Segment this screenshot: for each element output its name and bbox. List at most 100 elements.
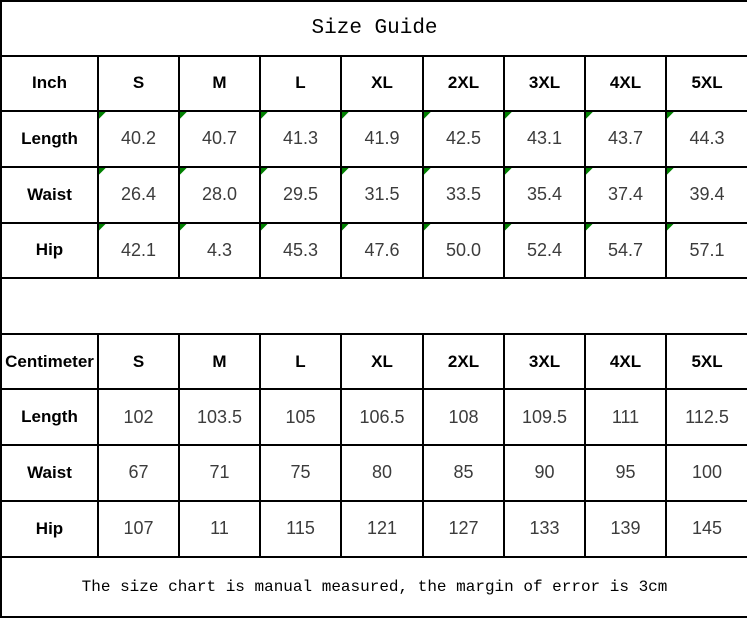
size-value-cell: 102 <box>97 388 180 447</box>
size-value-cell: 50.0 <box>422 221 505 280</box>
comment-marker-icon <box>343 224 349 231</box>
row-label: Waist <box>0 444 99 502</box>
inch-header-row: Inch S M L XL 2XL 3XL 4XL 5XL <box>0 54 747 112</box>
size-value-cell: 107 <box>97 499 180 558</box>
size-value-cell: 100 <box>664 444 747 502</box>
size-value-cell: 71 <box>178 444 261 502</box>
size-value: 106.5 <box>359 406 405 427</box>
size-value-cell: 40.7 <box>178 109 261 168</box>
size-value: 44.3 <box>689 128 725 149</box>
size-value-cell: 33.5 <box>422 165 505 224</box>
size-col-header-m: M <box>178 54 261 112</box>
size-col-header-xl: XL <box>340 54 424 112</box>
spacer-row <box>0 277 747 336</box>
comment-marker-icon <box>100 112 106 119</box>
size-value: 40.2 <box>120 128 157 149</box>
size-value-cell: 54.7 <box>584 221 667 280</box>
comment-marker-icon <box>668 112 674 119</box>
size-value-cell: 26.4 <box>97 165 180 224</box>
inch-waist-row: Waist 26.4 28.0 29.5 31.5 33.5 35.4 37.4… <box>0 165 747 224</box>
size-col-header-xl: XL <box>340 333 424 391</box>
size-value-cell: 11 <box>178 499 261 558</box>
size-value: 107 <box>123 518 154 539</box>
comment-marker-icon <box>587 112 593 119</box>
cm-waist-row: Waist 67 71 75 80 85 90 95 100 <box>0 444 747 502</box>
cm-hip-row: Hip 107 11 115 121 127 133 139 145 <box>0 499 747 558</box>
size-value: 85 <box>453 462 474 483</box>
comment-marker-icon <box>262 112 268 119</box>
size-value: 127 <box>448 518 479 539</box>
size-value-cell: 35.4 <box>503 165 586 224</box>
size-value: 109.5 <box>521 406 568 427</box>
size-value: 35.4 <box>526 184 563 205</box>
size-value-cell: 43.7 <box>584 109 667 168</box>
comment-marker-icon <box>100 168 106 175</box>
size-value: 115 <box>286 518 315 539</box>
size-value: 4.3 <box>206 239 233 260</box>
size-value-cell: 115 <box>259 499 342 558</box>
size-value-cell: 41.3 <box>259 109 342 168</box>
size-value-cell: 29.5 <box>259 165 342 224</box>
size-value: 50.0 <box>445 239 482 260</box>
inch-length-row: Length 40.2 40.7 41.3 41.9 42.5 43.1 43.… <box>0 109 747 168</box>
size-value: 28.0 <box>201 184 238 205</box>
size-value-cell: 40.2 <box>97 109 180 168</box>
row-label: Length <box>0 388 99 447</box>
size-value: 133 <box>529 518 560 539</box>
size-value-cell: 105 <box>259 388 342 447</box>
size-value: 80 <box>371 462 393 483</box>
comment-marker-icon <box>506 112 512 119</box>
comment-marker-icon <box>506 224 512 231</box>
comment-marker-icon <box>668 224 674 231</box>
size-value: 121 <box>366 518 398 539</box>
size-col-header-3xl: 3XL <box>503 54 586 112</box>
footer-row: The size chart is manual measured, the m… <box>0 555 747 618</box>
size-col-header-2xl: 2XL <box>422 54 505 112</box>
comment-marker-icon <box>425 224 431 231</box>
size-col-header-5xl: 5XL <box>664 54 747 112</box>
comment-marker-icon <box>506 168 512 175</box>
size-value: 108 <box>448 406 479 427</box>
size-col-header-m: M <box>178 333 261 391</box>
size-value: 103.5 <box>196 406 243 427</box>
size-value: 112.5 <box>685 406 729 427</box>
size-value-cell: 75 <box>259 444 342 502</box>
comment-marker-icon <box>262 168 268 175</box>
comment-marker-icon <box>343 112 349 119</box>
comment-marker-icon <box>587 168 593 175</box>
cm-unit-header: Centimeter <box>0 333 99 391</box>
size-value: 67 <box>128 462 149 483</box>
size-value: 43.7 <box>607 128 644 149</box>
size-value: 111 <box>611 406 640 427</box>
size-value: 42.5 <box>445 128 482 149</box>
size-value-cell: 145 <box>664 499 747 558</box>
size-value: 95 <box>615 462 636 483</box>
size-value-cell: 31.5 <box>340 165 424 224</box>
size-col-header-s: S <box>97 54 180 112</box>
row-label: Length <box>0 109 99 168</box>
size-value-cell: 47.6 <box>340 221 424 280</box>
size-value-cell: 42.1 <box>97 221 180 280</box>
size-value-cell: 80 <box>340 444 424 502</box>
size-value: 40.7 <box>201 128 238 149</box>
size-col-header-4xl: 4XL <box>584 333 667 391</box>
comment-marker-icon <box>668 168 674 175</box>
size-value: 29.5 <box>282 184 319 205</box>
size-value: 54.7 <box>607 239 644 260</box>
size-value: 42.1 <box>120 239 157 260</box>
size-value: 75 <box>290 462 311 483</box>
size-value-cell: 133 <box>503 499 586 558</box>
inch-unit-header: Inch <box>0 54 99 112</box>
size-value-cell: 108 <box>422 388 505 447</box>
comment-marker-icon <box>181 168 187 175</box>
size-value-cell: 37.4 <box>584 165 667 224</box>
size-value-cell: 4.3 <box>178 221 261 280</box>
size-value-cell: 85 <box>422 444 505 502</box>
row-label: Waist <box>0 165 99 224</box>
comment-marker-icon <box>181 224 187 231</box>
comment-marker-icon <box>343 168 349 175</box>
size-value-cell: 45.3 <box>259 221 342 280</box>
comment-marker-icon <box>100 224 106 231</box>
size-value: 57.1 <box>689 239 725 260</box>
size-col-header-2xl: 2XL <box>422 333 505 391</box>
